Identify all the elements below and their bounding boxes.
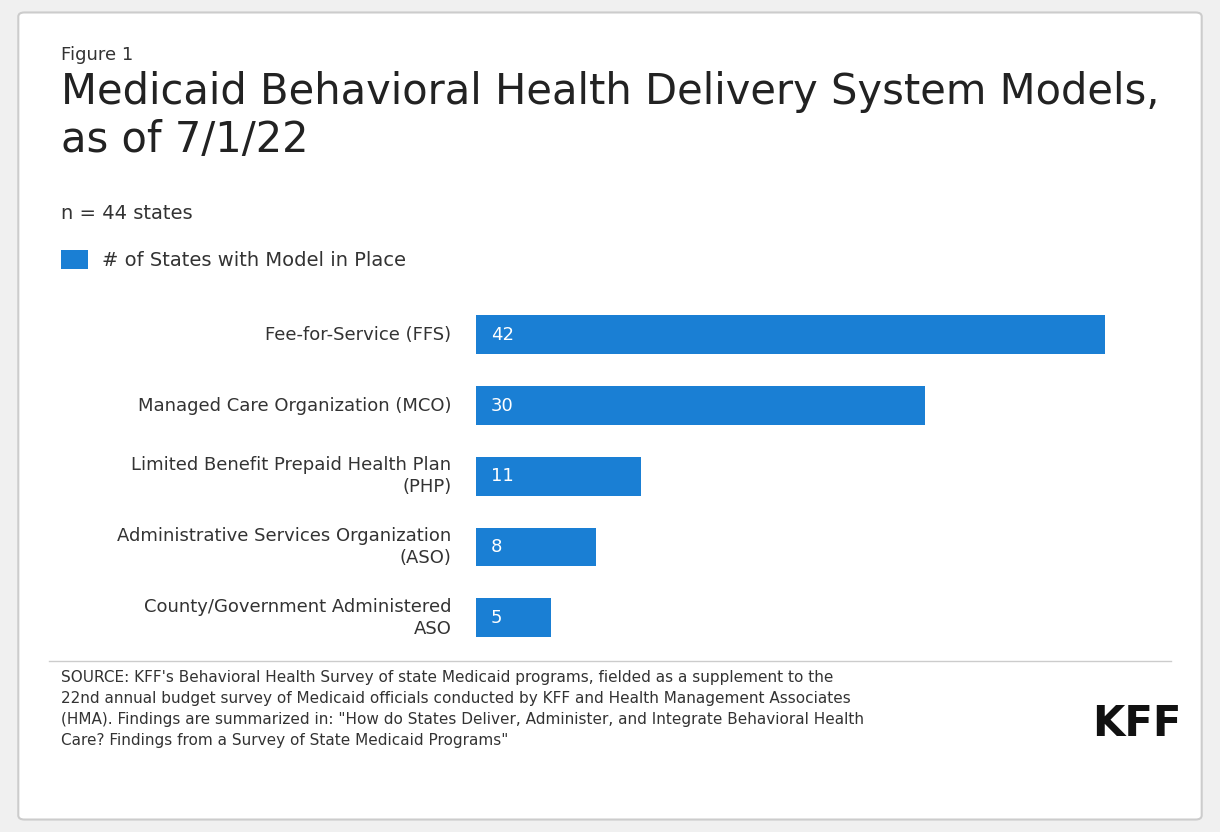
Text: Medicaid Behavioral Health Delivery System Models,
as of 7/1/22: Medicaid Behavioral Health Delivery Syst… xyxy=(61,71,1159,161)
Text: Figure 1: Figure 1 xyxy=(61,46,133,64)
Text: Administrative Services Organization
(ASO): Administrative Services Organization (AS… xyxy=(117,527,451,567)
Text: # of States with Model in Place: # of States with Model in Place xyxy=(102,251,406,270)
Text: n = 44 states: n = 44 states xyxy=(61,204,193,223)
Text: 30: 30 xyxy=(490,397,514,414)
Text: 11: 11 xyxy=(490,468,514,485)
Text: County/Government Administered
ASO: County/Government Administered ASO xyxy=(144,597,451,638)
FancyBboxPatch shape xyxy=(18,12,1202,820)
Text: KFF: KFF xyxy=(1092,703,1181,745)
Text: Managed Care Organization (MCO): Managed Care Organization (MCO) xyxy=(138,397,451,414)
Bar xyxy=(476,315,1105,354)
Bar xyxy=(476,457,640,496)
Bar xyxy=(476,386,925,425)
Bar xyxy=(476,527,595,567)
Text: SOURCE: KFF's Behavioral Health Survey of state Medicaid programs, fielded as a : SOURCE: KFF's Behavioral Health Survey o… xyxy=(61,670,864,748)
Text: Limited Benefit Prepaid Health Plan
(PHP): Limited Benefit Prepaid Health Plan (PHP… xyxy=(132,456,451,497)
Bar xyxy=(476,598,550,637)
Text: Fee-for-Service (FFS): Fee-for-Service (FFS) xyxy=(265,326,451,344)
FancyBboxPatch shape xyxy=(61,250,88,269)
Text: 42: 42 xyxy=(490,326,514,344)
Text: 8: 8 xyxy=(490,538,503,556)
Text: 5: 5 xyxy=(490,609,503,626)
